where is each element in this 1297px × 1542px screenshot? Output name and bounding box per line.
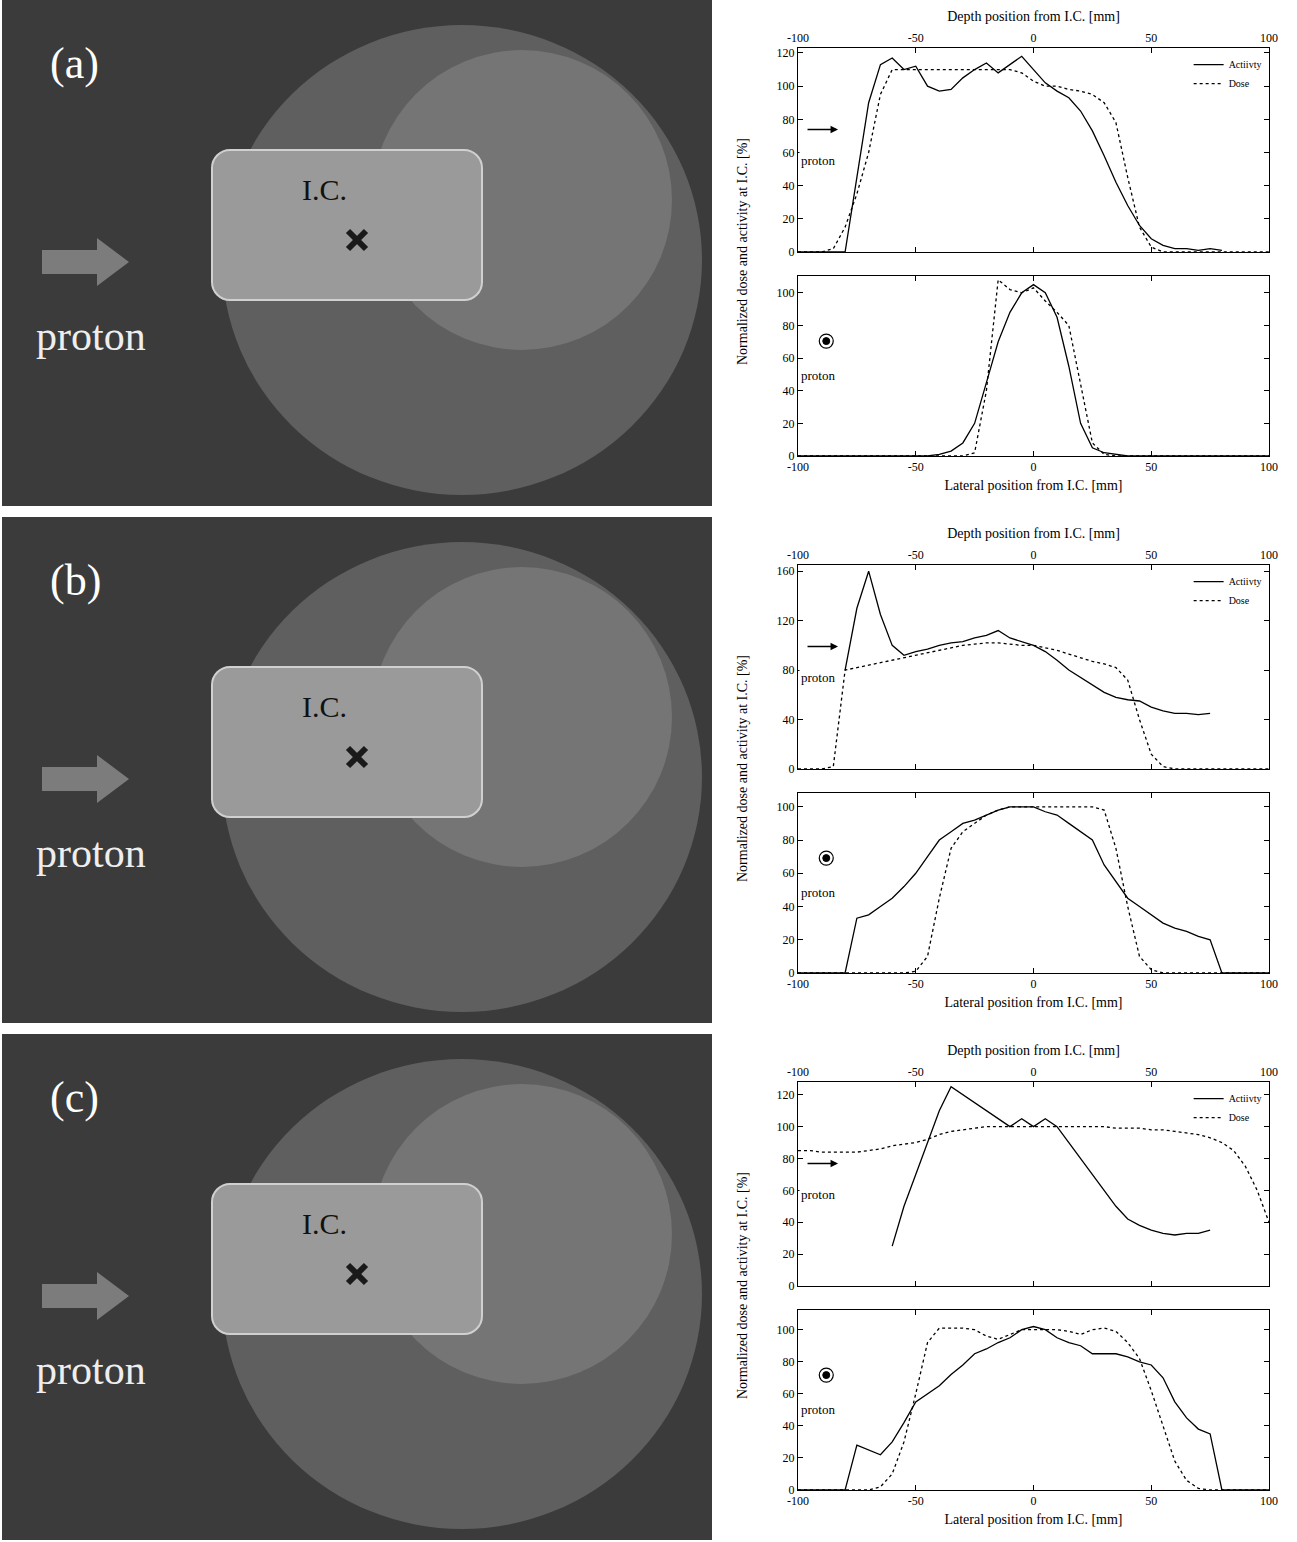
svg-text:60: 60 [783,351,795,365]
svg-text:(c): (c) [50,1073,99,1122]
svg-text:-50: -50 [908,548,924,562]
svg-text:proton: proton [801,885,835,900]
svg-text:proton: proton [801,368,835,383]
svg-text:40: 40 [783,179,795,193]
svg-text:I.C.: I.C. [302,173,347,206]
svg-text:0: 0 [1031,1065,1037,1079]
svg-text:120: 120 [777,1088,795,1102]
svg-text:20: 20 [783,1247,795,1261]
svg-text:100: 100 [777,286,795,300]
svg-text:Depth position from I.C. [mm]: Depth position from I.C. [mm] [947,526,1120,541]
svg-text:50: 50 [1145,31,1157,45]
svg-text:120: 120 [777,46,795,60]
svg-text:80: 80 [783,319,795,333]
svg-text:80: 80 [783,1355,795,1369]
svg-text:-100: -100 [787,460,809,474]
svg-text:60: 60 [783,146,795,160]
svg-text:-50: -50 [908,460,924,474]
svg-text:I.C.: I.C. [302,1207,347,1240]
svg-text:0: 0 [789,762,795,776]
svg-text:100: 100 [777,79,795,93]
svg-text:-100: -100 [787,1494,809,1508]
svg-text:I.C.: I.C. [302,690,347,723]
svg-text:proton: proton [36,313,146,359]
svg-text:0: 0 [789,449,795,463]
svg-text:100: 100 [1260,548,1278,562]
svg-text:-100: -100 [787,1065,809,1079]
svg-text:Normalized dose and activity a: Normalized dose and activity at I.C. [%] [735,138,750,365]
svg-text:0: 0 [789,1483,795,1497]
svg-text:100: 100 [1260,1065,1278,1079]
svg-text:160: 160 [777,564,795,578]
svg-text:(b): (b) [50,556,101,605]
svg-text:0: 0 [789,966,795,980]
svg-text:80: 80 [783,663,795,677]
svg-text:-100: -100 [787,31,809,45]
svg-text:-50: -50 [908,31,924,45]
svg-text:40: 40 [783,900,795,914]
svg-text:0: 0 [1031,548,1037,562]
svg-text:proton: proton [801,153,835,168]
svg-text:100: 100 [1260,31,1278,45]
svg-text:50: 50 [1145,1494,1157,1508]
svg-text:-50: -50 [908,1065,924,1079]
svg-text:50: 50 [1145,548,1157,562]
svg-text:0: 0 [789,1279,795,1293]
svg-text:40: 40 [783,1419,795,1433]
svg-text:proton: proton [36,830,146,876]
svg-text:100: 100 [777,800,795,814]
svg-text:60: 60 [783,866,795,880]
svg-text:proton: proton [801,1402,835,1417]
svg-text:100: 100 [1260,460,1278,474]
svg-text:0: 0 [1031,460,1037,474]
svg-text:-100: -100 [787,548,809,562]
svg-text:100: 100 [777,1120,795,1134]
svg-text:60: 60 [783,1387,795,1401]
svg-text:40: 40 [783,384,795,398]
svg-text:80: 80 [783,833,795,847]
svg-text:20: 20 [783,933,795,947]
svg-text:0: 0 [1031,1494,1037,1508]
svg-text:proton: proton [801,1187,835,1202]
svg-text:100: 100 [1260,977,1278,991]
svg-text:0: 0 [1031,977,1037,991]
svg-text:Lateral position from I.C. [mm: Lateral position from I.C. [mm] [944,995,1122,1010]
svg-text:20: 20 [783,417,795,431]
svg-text:40: 40 [783,713,795,727]
svg-text:-50: -50 [908,977,924,991]
svg-text:Actiivty: Actiivty [1229,576,1262,587]
svg-text:Actiivty: Actiivty [1229,59,1262,70]
svg-text:Dose: Dose [1229,595,1250,606]
svg-text:80: 80 [783,1152,795,1166]
svg-text:20: 20 [783,1451,795,1465]
svg-text:100: 100 [1260,1494,1278,1508]
svg-text:60: 60 [783,1184,795,1198]
svg-text:Dose: Dose [1229,1112,1250,1123]
svg-text:Actiivty: Actiivty [1229,1093,1262,1104]
svg-text:-50: -50 [908,1494,924,1508]
svg-text:(a): (a) [50,39,99,88]
svg-text:50: 50 [1145,460,1157,474]
svg-text:Depth position from I.C. [mm]: Depth position from I.C. [mm] [947,1043,1120,1058]
svg-text:0: 0 [789,245,795,259]
svg-text:proton: proton [801,670,835,685]
svg-text:Normalized dose and activity a: Normalized dose and activity at I.C. [%] [735,655,750,882]
svg-text:Lateral position from I.C. [mm: Lateral position from I.C. [mm] [944,478,1122,493]
svg-text:80: 80 [783,113,795,127]
svg-text:50: 50 [1145,977,1157,991]
svg-text:120: 120 [777,614,795,628]
svg-text:proton: proton [36,1347,146,1393]
svg-text:50: 50 [1145,1065,1157,1079]
svg-text:20: 20 [783,212,795,226]
svg-text:Depth position from I.C. [mm]: Depth position from I.C. [mm] [947,9,1120,24]
svg-text:Normalized dose and activity a: Normalized dose and activity at I.C. [%] [735,1172,750,1399]
svg-text:40: 40 [783,1215,795,1229]
svg-text:Lateral position from I.C. [mm: Lateral position from I.C. [mm] [944,1512,1122,1527]
svg-text:-100: -100 [787,977,809,991]
svg-text:0: 0 [1031,31,1037,45]
svg-text:Dose: Dose [1229,78,1250,89]
svg-text:100: 100 [777,1323,795,1337]
